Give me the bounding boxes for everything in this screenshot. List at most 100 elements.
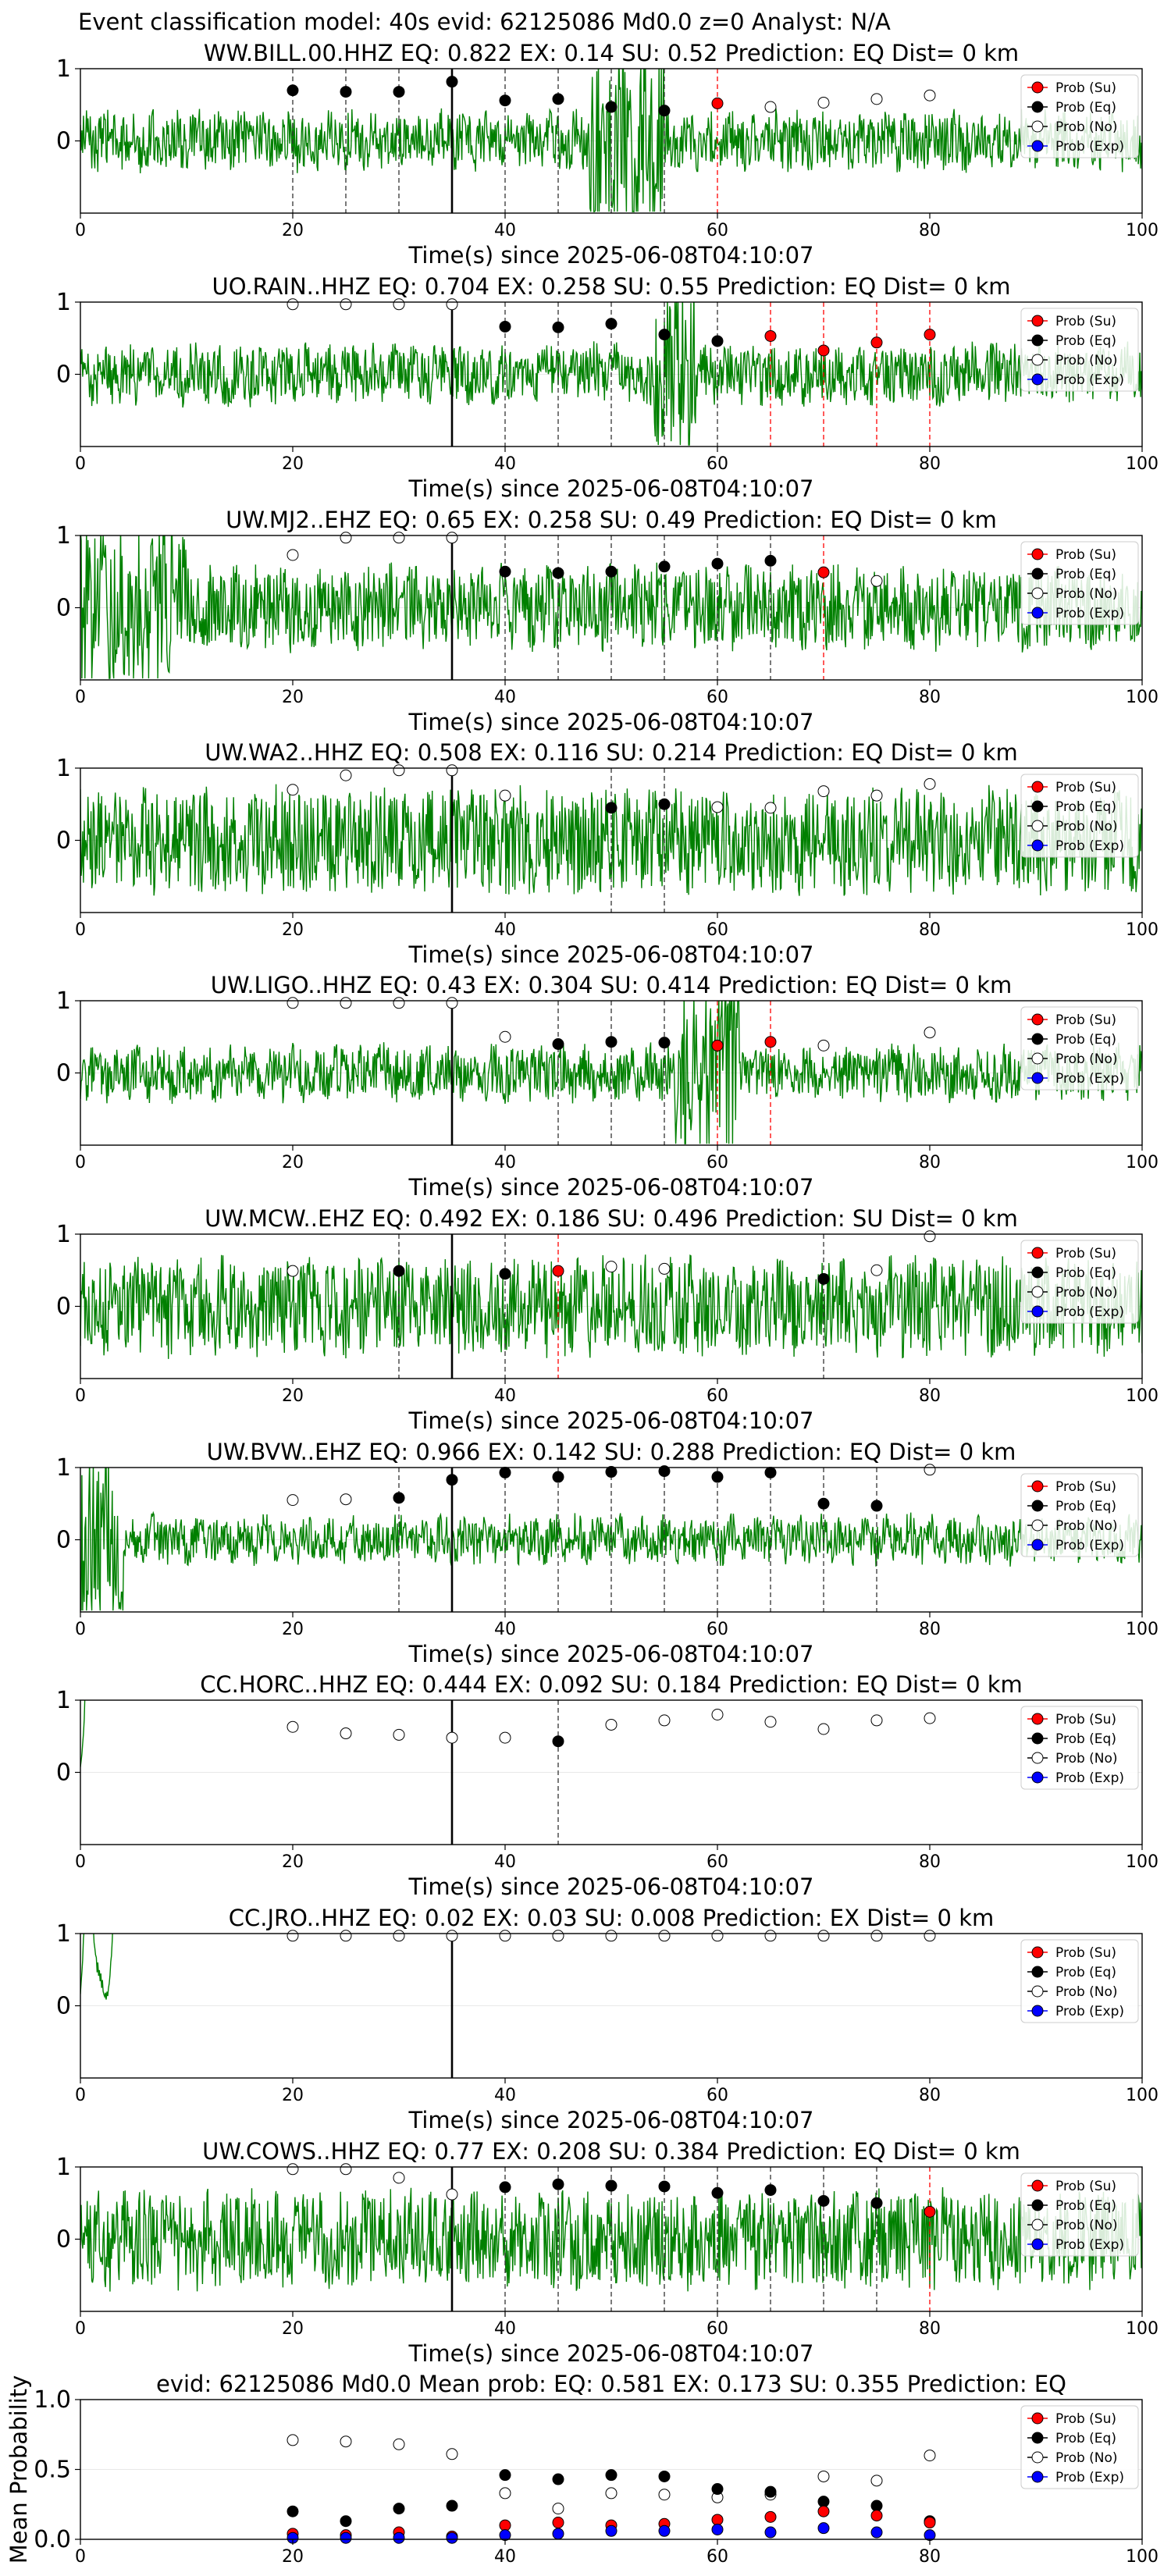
prob-point-eq xyxy=(817,2496,830,2508)
x-tick-label: 80 xyxy=(919,221,941,240)
x-tick-label: 100 xyxy=(1126,1852,1159,1872)
x-tick-label: 60 xyxy=(707,920,728,940)
prob-point-eq xyxy=(658,560,671,573)
prob-point-no xyxy=(817,785,830,798)
y-tick-label: 0 xyxy=(56,827,71,855)
prob-point-eq xyxy=(605,2469,618,2482)
x-tick-label: 80 xyxy=(919,1620,941,1639)
x-tick-label: 60 xyxy=(707,688,728,707)
legend-marker xyxy=(1031,140,1044,152)
legend-marker xyxy=(1031,839,1044,852)
prob-point-su xyxy=(924,2517,936,2529)
prob-point-eq xyxy=(393,86,405,98)
x-tick-label: 80 xyxy=(919,2319,941,2339)
legend-marker xyxy=(1031,1305,1044,1318)
legend: Prob (Su) Prob (Eq) Prob (No) Prob (Exp) xyxy=(1020,2405,1139,2489)
plot-area xyxy=(80,1934,1142,2078)
prob-point-eq xyxy=(552,1471,564,1483)
x-tick-label: 20 xyxy=(282,2547,304,2567)
x-tick-label: 60 xyxy=(707,2086,728,2105)
prob-point-su xyxy=(870,336,883,349)
prob-point-eq xyxy=(446,76,458,88)
y-tick-label: 0 xyxy=(56,1527,71,1554)
x-tick-label: 20 xyxy=(282,2086,304,2105)
prob-point-no xyxy=(393,1728,405,1741)
prob-point-eq xyxy=(605,802,618,814)
legend-label: Prob (Eq) xyxy=(1055,2431,1116,2446)
waveform-trace xyxy=(80,302,1142,446)
legend: Prob (Su) Prob (Eq) Prob (No) Prob (Exp) xyxy=(1020,541,1139,625)
legend: Prob (Su) Prob (Eq) Prob (No) Prob (Exp) xyxy=(1020,1706,1139,1790)
y-tick-label: 0.5 xyxy=(34,2457,71,2484)
legend-label: Prob (Eq) xyxy=(1055,100,1116,116)
prob-point-eq xyxy=(499,94,511,107)
legend-marker xyxy=(1031,315,1044,327)
legend-label: Prob (No) xyxy=(1055,1285,1118,1300)
plot-area xyxy=(80,1234,1142,1379)
prob-point-no xyxy=(446,1731,458,1744)
y-tick-label: 1 xyxy=(56,1920,71,1948)
prob-point-no xyxy=(446,1930,458,1942)
legend-label: Prob (Su) xyxy=(1055,80,1116,96)
legend-label: Prob (Eq) xyxy=(1055,1499,1116,1514)
panel-8: CC.HORC..HHZ EQ: 0.444 EX: 0.092 SU: 0.1… xyxy=(56,1671,1159,1900)
x-axis-label: Time(s) since 2025-06-08T04:10:07 xyxy=(408,709,814,735)
prob-point-no xyxy=(764,101,777,113)
x-axis-label: Time(s) since 2025-06-08T04:10:07 xyxy=(408,941,814,968)
prob-point-eq xyxy=(552,1735,564,1748)
plot-area xyxy=(80,1001,1142,1145)
panel-title: UW.COWS..HHZ EQ: 0.77 EX: 0.208 SU: 0.38… xyxy=(202,2138,1020,2165)
y-tick-label: 1 xyxy=(56,1454,71,1482)
x-tick-label: 20 xyxy=(282,1153,304,1172)
x-tick-label: 100 xyxy=(1126,1620,1159,1639)
legend-marker xyxy=(1031,2199,1044,2211)
x-tick-label: 100 xyxy=(1126,2547,1159,2567)
legend-label: Prob (Exp) xyxy=(1055,838,1124,854)
legend-marker xyxy=(1031,568,1044,580)
x-tick-label: 40 xyxy=(494,2319,516,2339)
prob-point-exp xyxy=(817,2522,830,2535)
legend-label: Prob (Eq) xyxy=(1055,567,1116,582)
legend-marker xyxy=(1031,820,1044,832)
prob-point-eq xyxy=(870,1500,883,1512)
x-tick-label: 20 xyxy=(282,920,304,940)
panel-6: UW.MCW..EHZ EQ: 0.492 EX: 0.186 SU: 0.49… xyxy=(56,1205,1159,1434)
legend-box xyxy=(1020,1473,1139,1557)
prob-point-no xyxy=(287,549,299,561)
x-tick-label: 100 xyxy=(1126,688,1159,707)
prob-point-eq xyxy=(446,1474,458,1486)
legend-label: Prob (Exp) xyxy=(1055,372,1124,388)
prob-point-eq xyxy=(658,329,671,341)
legend-marker xyxy=(1031,101,1044,113)
legend-box xyxy=(1020,2405,1139,2489)
legend-marker xyxy=(1031,2471,1044,2483)
prob-point-no xyxy=(287,784,299,796)
legend-label: Prob (No) xyxy=(1055,1051,1118,1067)
prob-point-exp xyxy=(764,2526,777,2539)
x-tick-label: 0 xyxy=(75,920,86,940)
legend-label: Prob (Exp) xyxy=(1055,606,1124,621)
prob-point-no xyxy=(340,2163,352,2176)
legend-marker xyxy=(1031,2432,1044,2444)
prob-point-no xyxy=(340,1493,352,1506)
legend-label: Prob (No) xyxy=(1055,819,1118,834)
panel-title: UO.RAIN..HHZ EQ: 0.704 EX: 0.258 SU: 0.5… xyxy=(212,273,1010,300)
panel-9: CC.JRO..HHZ EQ: 0.02 EX: 0.03 SU: 0.008 … xyxy=(56,1905,1159,2133)
x-tick-label: 100 xyxy=(1126,2086,1159,2105)
legend-label: Prob (Su) xyxy=(1055,1012,1116,1028)
prob-point-eq xyxy=(552,567,564,579)
legend-marker xyxy=(1031,1013,1044,1026)
prob-point-no xyxy=(446,2448,458,2460)
panel-title: CC.HORC..HHZ EQ: 0.444 EX: 0.092 SU: 0.1… xyxy=(200,1671,1023,1698)
prob-point-no xyxy=(924,1026,936,1039)
prob-point-no xyxy=(340,1727,352,1740)
panel-2: UO.RAIN..HHZ EQ: 0.704 EX: 0.258 SU: 0.5… xyxy=(56,273,1159,502)
y-tick-label: 1 xyxy=(56,522,71,550)
prob-point-su xyxy=(870,2510,883,2522)
prob-point-no xyxy=(393,298,405,311)
legend-marker xyxy=(1031,373,1044,386)
prob-point-eq xyxy=(817,1497,830,1510)
x-tick-label: 80 xyxy=(919,1852,941,1872)
prob-point-no xyxy=(446,764,458,777)
prob-point-no xyxy=(287,2163,299,2176)
